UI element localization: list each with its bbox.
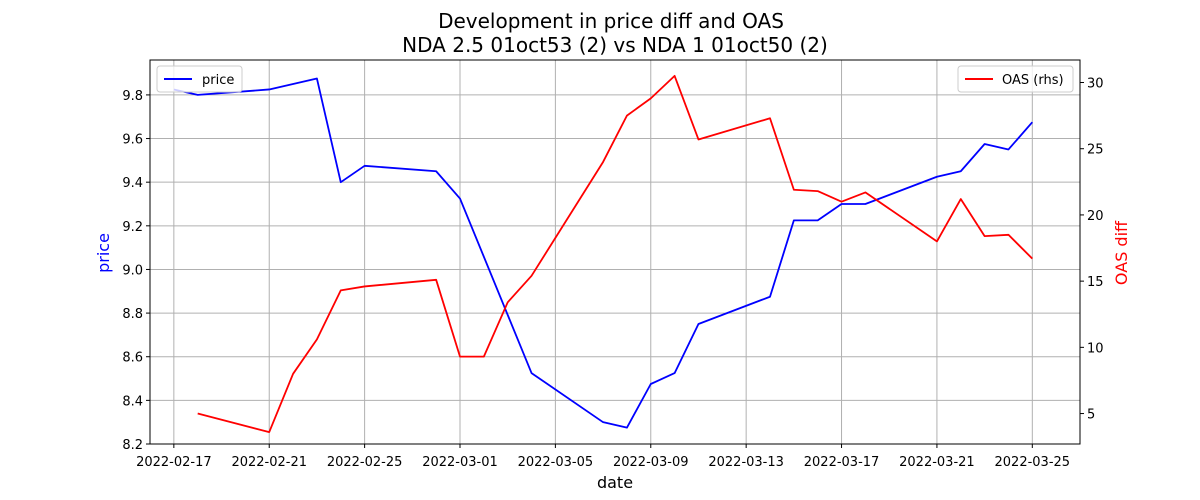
chart-subtitle: NDA 2.5 01oct53 (2) vs NDA 1 01oct50 (2) [402, 33, 828, 57]
x-tick-label: 2022-03-13 [708, 455, 784, 470]
y-left-tick-label: 9.0 [122, 263, 143, 278]
x-axis-label: date [597, 473, 633, 492]
y-left-tick-label: 9.8 [122, 89, 143, 104]
y-right-tick-label: 5 [1087, 408, 1095, 423]
legend-price-label: price [202, 73, 234, 88]
y-left-tick-label: 8.8 [122, 307, 143, 322]
x-tick-label: 2022-03-05 [518, 455, 594, 470]
y-axis-left-label: price [94, 233, 113, 273]
y-left-tick-label: 9.4 [122, 176, 143, 191]
oas-line [197, 74, 1033, 433]
x-tick-label: 2022-02-17 [136, 455, 212, 470]
y-left-tick-label: 9.6 [122, 133, 143, 148]
y-axis-right-label: OAS diff [1112, 220, 1131, 285]
plot-frame [149, 59, 1081, 445]
series-layer [173, 74, 1033, 433]
x-tick-label: 2022-02-25 [327, 455, 403, 470]
x-tick-label: 2022-02-21 [231, 455, 307, 470]
legend-oas-label: OAS (rhs) [1002, 73, 1064, 88]
y-axis-right: 5 10 15 20 25 30 [1080, 77, 1104, 423]
x-axis: 2022-02-17 2022-02-21 2022-02-25 2022-03-01… [136, 444, 1070, 470]
y-right-tick-label: 10 [1087, 341, 1104, 356]
legend-price: price [156, 65, 243, 93]
y-right-tick-label: 15 [1087, 275, 1104, 290]
x-tick-label: 2022-03-21 [899, 455, 975, 470]
y-right-tick-label: 20 [1087, 209, 1104, 224]
legend-oas: OAS (rhs) [957, 65, 1074, 93]
chart-title: Development in price diff and OAS [438, 9, 784, 33]
legend-price-box [156, 65, 243, 93]
y-axis-left: 8.2 8.4 8.6 8.8 9.0 9.2 9.4 9.6 9.8 [122, 89, 150, 453]
y-left-tick-label: 8.4 [122, 394, 143, 409]
y-left-tick-label: 8.2 [122, 438, 143, 453]
legend-oas-box [957, 65, 1074, 93]
x-tick-label: 2022-03-25 [995, 455, 1071, 470]
y-left-tick-label: 9.2 [122, 220, 143, 235]
y-right-tick-label: 30 [1087, 77, 1104, 92]
y-left-tick-label: 8.6 [122, 351, 143, 366]
y-right-tick-label: 25 [1087, 143, 1104, 158]
x-tick-label: 2022-03-09 [613, 455, 689, 470]
x-tick-label: 2022-03-17 [804, 455, 880, 470]
price-line [173, 77, 1033, 429]
x-tick-label: 2022-03-01 [422, 455, 498, 470]
